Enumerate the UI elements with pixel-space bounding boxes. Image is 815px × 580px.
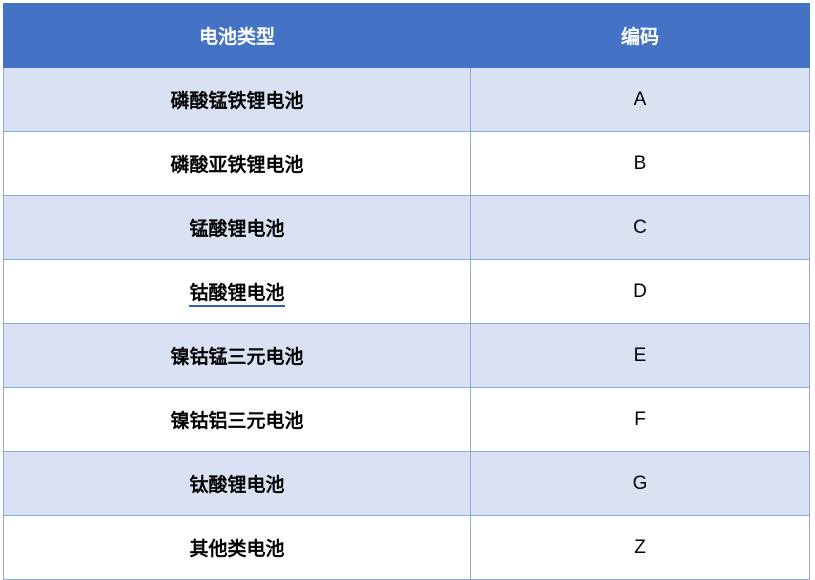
battery-type-cell: 镍钴锰三元电池 xyxy=(3,323,471,388)
table-row: 磷酸亚铁锂电池 B xyxy=(3,131,810,196)
code-cell: C xyxy=(470,195,810,260)
table-row: 镍钴铝三元电池 F xyxy=(3,387,810,452)
code-cell: Z xyxy=(470,515,810,580)
code-cell: D xyxy=(470,259,810,324)
code-cell: A xyxy=(470,67,810,132)
table-row: 钴酸锂电池 D xyxy=(3,259,810,324)
table-row: 钛酸锂电池 G xyxy=(3,451,810,516)
table-header-row: 电池类型 编码 xyxy=(3,3,810,68)
code-cell: G xyxy=(470,451,810,516)
table-row: 其他类电池 Z xyxy=(3,515,810,580)
header-battery-type: 电池类型 xyxy=(3,3,471,68)
code-cell: B xyxy=(470,131,810,196)
battery-type-cell: 磷酸锰铁锂电池 xyxy=(3,67,471,132)
table-row: 镍钴锰三元电池 E xyxy=(3,323,810,388)
battery-code-table: 电池类型 编码 磷酸锰铁锂电池 A 磷酸亚铁锂电池 B 锰酸锂电池 C 钴酸锂电… xyxy=(3,3,810,580)
code-cell: E xyxy=(470,323,810,388)
table-row: 磷酸锰铁锂电池 A xyxy=(3,67,810,132)
battery-type-cell: 磷酸亚铁锂电池 xyxy=(3,131,471,196)
code-cell: F xyxy=(470,387,810,452)
battery-type-cell: 钛酸锂电池 xyxy=(3,451,471,516)
header-code: 编码 xyxy=(470,3,810,68)
battery-type-cell: 镍钴铝三元电池 xyxy=(3,387,471,452)
battery-type-cell: 锰酸锂电池 xyxy=(3,195,471,260)
spellcheck-underlined-text: 钴酸锂电池 xyxy=(189,283,285,307)
battery-type-cell: 钴酸锂电池 xyxy=(3,259,471,324)
battery-type-cell: 其他类电池 xyxy=(3,515,471,580)
table-row: 锰酸锂电池 C xyxy=(3,195,810,260)
